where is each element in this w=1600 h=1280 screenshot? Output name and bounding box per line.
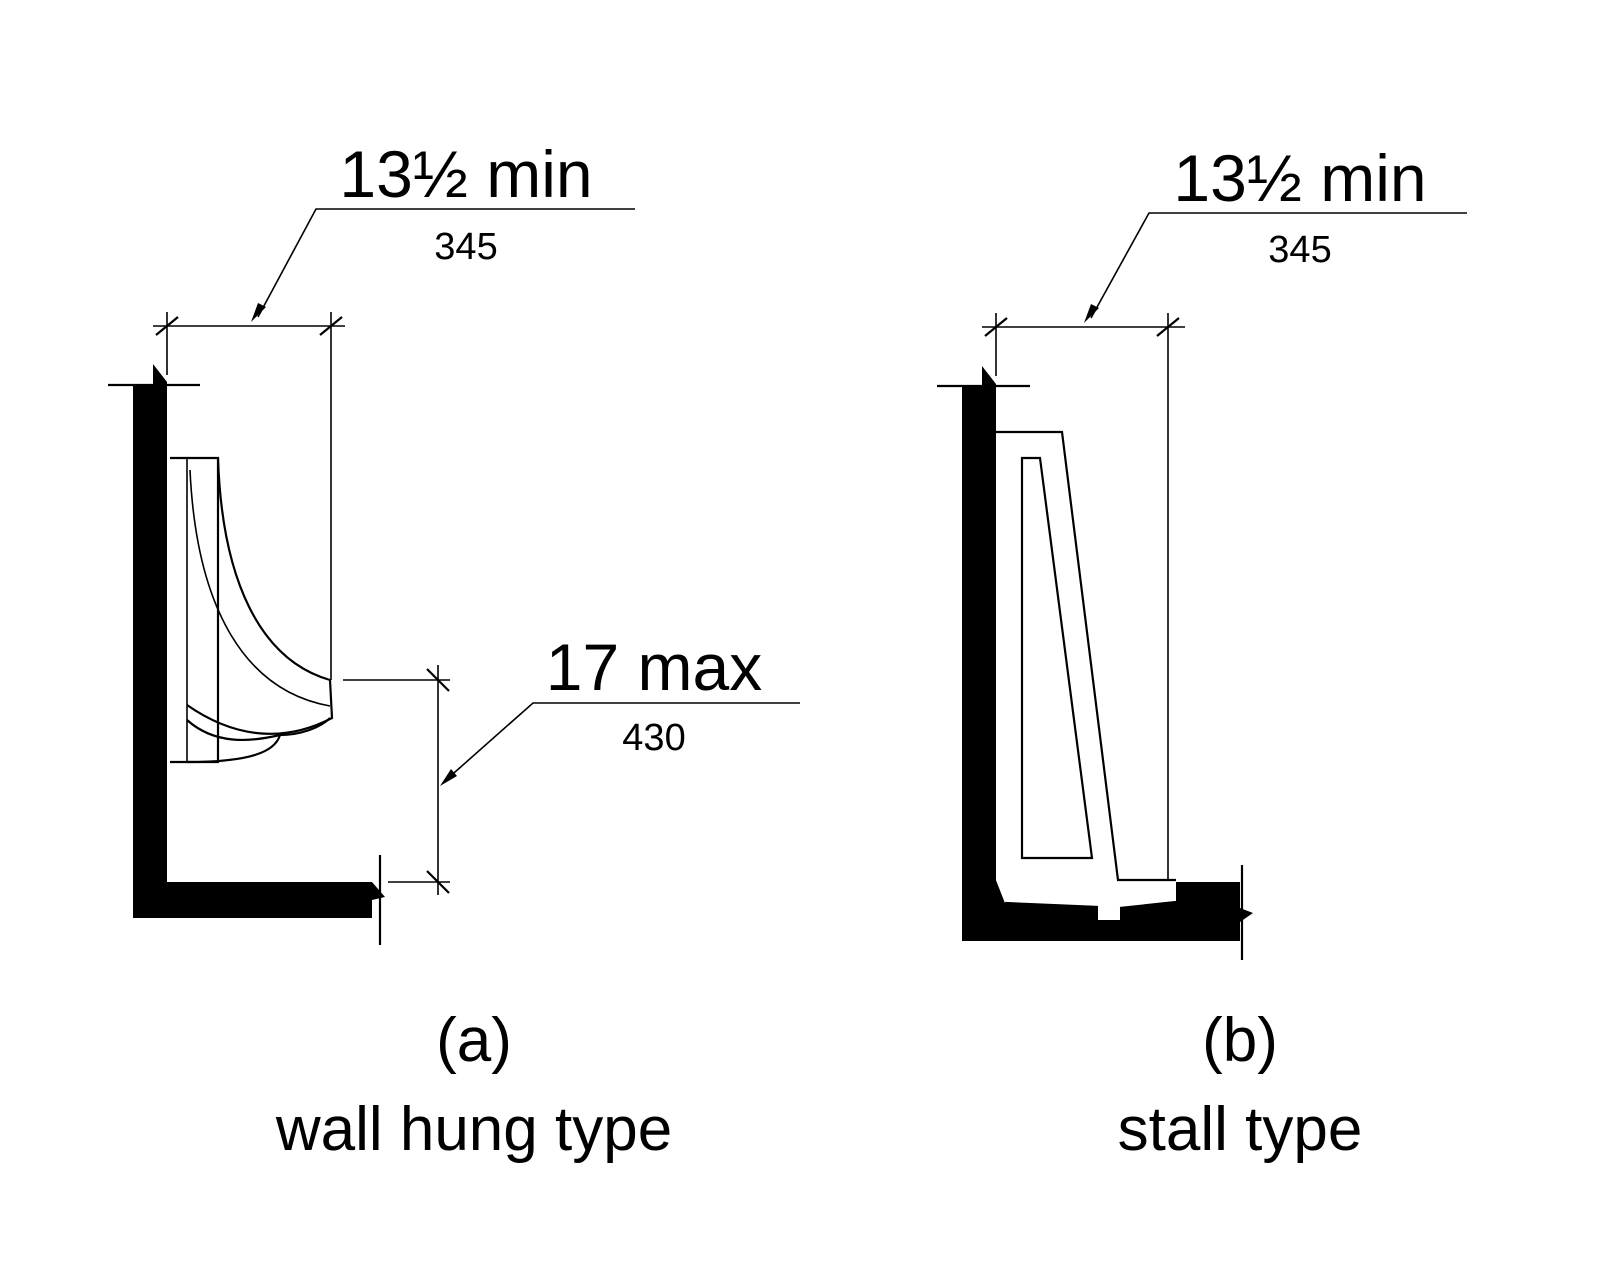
width-dimension-b <box>982 212 1467 880</box>
caption-text-b: stall type <box>1118 1095 1363 1164</box>
stall-figure: 13½ min 345 (b) stall type <box>937 141 1467 1164</box>
height-metric-a: 430 <box>622 717 685 759</box>
width-dimension-a <box>153 208 635 680</box>
caption-letter-b: (b) <box>1202 1006 1278 1075</box>
width-metric-a: 345 <box>434 226 497 268</box>
wall-hung-urinal <box>170 456 334 764</box>
height-imperial-a: 17 max <box>546 630 762 704</box>
wall-a <box>133 364 385 918</box>
wall-b <box>962 366 1253 941</box>
width-imperial-b: 13½ min <box>1173 141 1426 215</box>
width-imperial-a: 13½ min <box>339 137 592 211</box>
height-dimension-a <box>343 665 800 895</box>
caption-letter-a: (a) <box>436 1006 512 1075</box>
caption-text-a: wall hung type <box>275 1095 672 1164</box>
stall-urinal <box>996 430 1177 920</box>
width-metric-b: 345 <box>1268 229 1331 271</box>
wall-hung-figure: 13½ min 345 17 max 430 (a) wall hung typ… <box>108 137 800 1164</box>
